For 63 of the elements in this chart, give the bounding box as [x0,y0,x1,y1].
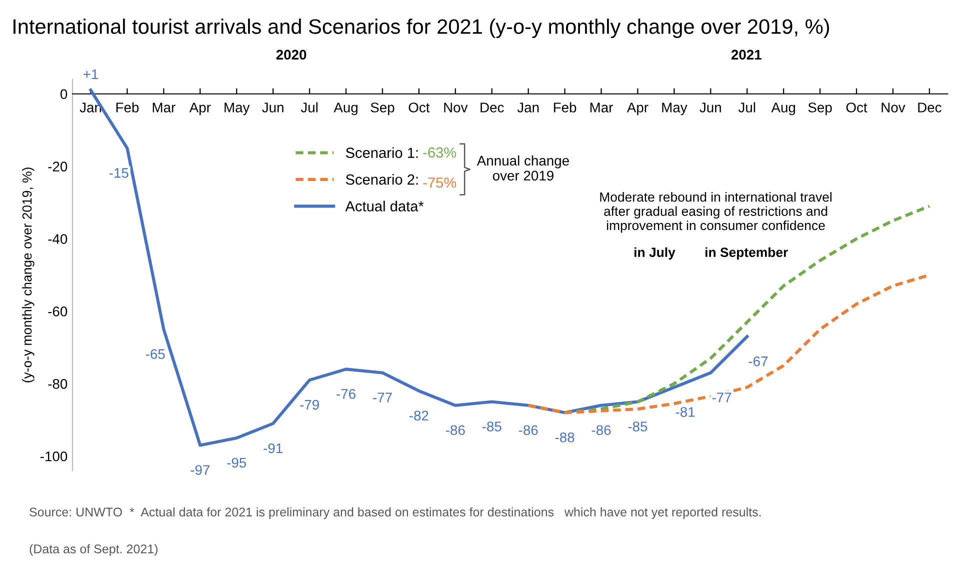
data-label: -81 [676,407,695,417]
data-label: -67 [748,356,768,366]
y-tick-label: -80 [48,379,68,389]
data-label: -85 [482,422,502,432]
annotation: in September [706,247,788,260]
data-label: -15 [109,168,128,178]
y-tick-label: -100 [40,451,68,462]
data-label: -65 [146,349,165,359]
y-tick-label: -20 [48,162,68,172]
chart-title: International tourist arrivals and Scenarios for 2021 (y-o-y monthly change over 2019, %) [14,18,830,38]
x-tick-label: Dec [918,102,942,112]
x-tick-label: Feb [116,102,139,112]
x-tick-label: Jan [517,102,539,112]
x-tick-label: Feb [554,102,576,112]
text: 2020 [276,50,306,60]
x-tick-label: Jul [300,102,318,112]
text: (Data as of Sept. 2021) [30,544,158,556]
x-tick-label: Jul [738,102,756,112]
data-label: -82 [410,410,428,421]
x-tick-label: Nov [882,102,906,112]
y-tick-label: 0 [60,89,68,100]
x-tick-label: May [224,102,250,116]
x-tick-label: Apr [189,102,211,116]
annotation: -63% [423,147,456,158]
data-label: -79 [300,400,319,410]
y-tick-label: -60 [48,306,68,316]
x-tick-label: Aug [771,102,796,116]
x-tick-label: Nov [444,102,468,112]
annotation: -75% [423,177,456,188]
legend-label: Scenario 1: [346,147,418,158]
text: 2021 [731,50,762,60]
x-tick-label: Sep [370,102,394,116]
x-tick-label: Apr [626,102,648,116]
x-tick-label: Jun [700,102,721,112]
data-label: -86 [518,425,538,436]
y-axis-title: (y-o-y monthly change over 2019, %) [22,168,34,382]
data-label: -85 [628,422,648,432]
data-label: -95 [227,458,246,468]
annotation: Annual change over 2019 [476,155,569,181]
data-label: -76 [336,388,356,399]
x-tick-label: Jun [262,102,284,112]
x-tick-label: May [662,102,688,116]
data-label: -97 [190,465,210,475]
data-label: -88 [555,432,574,442]
annotation: Moderate rebound in international travel after gradual easing of restrictions and improvement in consumer confidence [600,192,832,233]
x-tick-label: Mar [590,102,613,112]
data-label: -86 [446,425,465,436]
data-label: -86 [592,425,611,436]
data-label: -77 [712,392,732,402]
x-tick-label: Dec [480,102,504,112]
legend-label: Actual data* [345,200,424,212]
x-tick-label: Aug [334,102,358,116]
annotation: in July [634,247,676,260]
x-tick-label: Oct [408,102,430,112]
y-tick-label: -40 [48,234,68,244]
data-label: -91 [264,443,282,454]
data-label: -77 [373,392,392,402]
source-note: Source: UNWTO * Actual data for 2021 is preliminary and based on estimates for destinations which have not yet reported results. [30,507,761,519]
legend-label: Scenario 2: [346,174,418,185]
x-tick-label: Oct [846,102,868,112]
x-tick-label: Sep [808,102,832,116]
x-tick-label: Mar [152,102,176,112]
data-label: +1 [84,69,98,80]
